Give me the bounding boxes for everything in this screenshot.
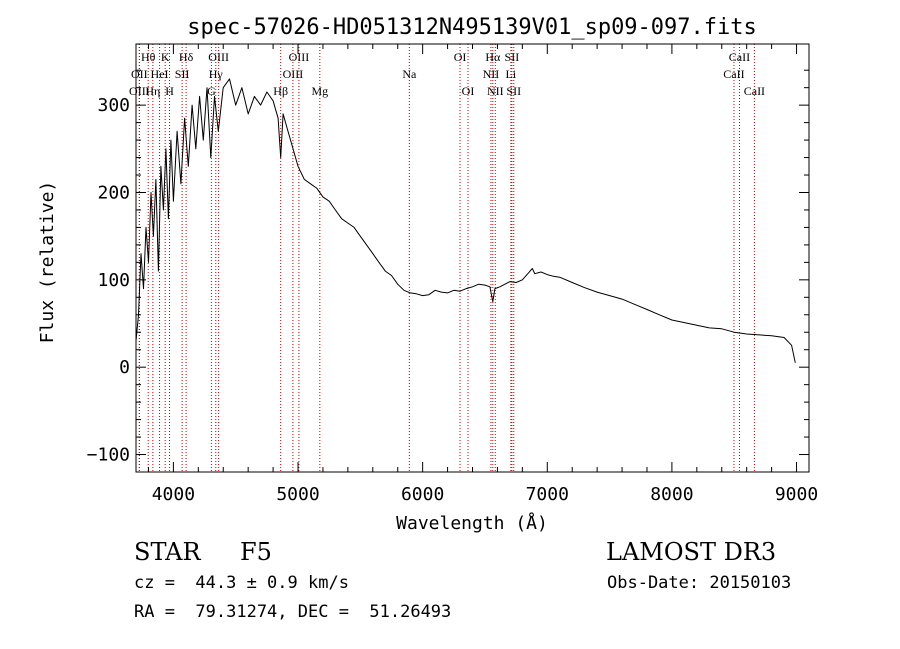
line-marker-label-18: OI — [462, 84, 475, 98]
line-marker-label-2: OIII — [129, 84, 150, 98]
line-marker-label-19: Hα — [485, 50, 501, 64]
survey-name: LAMOST DR3 — [606, 538, 777, 566]
y-ticks: −100 0 100 200 300 — [87, 69, 809, 466]
line-marker-label-13: OIII — [283, 67, 304, 81]
x-tick-label-5000: 5000 — [276, 484, 319, 505]
x-tick-label-8000: 8000 — [650, 484, 693, 505]
line-marker-label-24: SII — [506, 84, 521, 98]
line-marker-label-23: Li — [506, 67, 517, 81]
x-tick-label-6000: 6000 — [401, 484, 444, 505]
object-class: STAR — [134, 538, 201, 566]
line-marker-label-20: NII — [483, 67, 500, 81]
chart-title: spec-57026-HD051312N495139V01_sp09-097.f… — [187, 15, 757, 40]
object-subclass: F5 — [240, 538, 272, 566]
line-marker-label-1: OII — [131, 67, 148, 81]
line-marker-label-21: NII — [487, 84, 504, 98]
line-marker-label-15: Mg — [311, 84, 328, 98]
observation-date: Obs-Date: 20150103 — [607, 573, 792, 593]
line-marker-label-9: OIII — [208, 50, 229, 64]
line-marker-label-17: OI — [454, 50, 467, 64]
line-marker-label-25: CaII — [729, 50, 750, 64]
line-marker-label-7: SII — [175, 67, 190, 81]
coordinates: RA = 79.31274, DEC = 51.26493 — [134, 602, 452, 622]
x-tick-label-9000: 9000 — [775, 484, 818, 505]
y-tick-label-300: 300 — [97, 95, 130, 116]
y-tick-label-200: 200 — [97, 182, 130, 203]
line-marker-label-0: Hθ — [141, 50, 156, 64]
line-marker-label-6: H — [165, 84, 174, 98]
line-marker-label-27: CaII — [744, 84, 765, 98]
line-marker-label-16: Na — [402, 67, 417, 81]
y-axis-label: Flux (relative) — [37, 181, 58, 344]
line-marker-label-12: OIII — [289, 50, 310, 64]
line-marker-label-11: G — [207, 84, 216, 98]
redshift-value: cz = 44.3 ± 0.9 km/s — [134, 573, 349, 593]
series-layer — [135, 78, 796, 363]
line-marker-label-8: Hδ — [179, 50, 194, 64]
line-marker-label-10: Hγ — [209, 67, 224, 81]
line-markers — [138, 44, 755, 472]
plot-frame — [135, 43, 810, 473]
line-marker-label-26: CaII — [723, 67, 744, 81]
x-ticks: 4000 5000 6000 7000 8000 9000 — [147, 44, 818, 505]
line-marker-label-3: Hη — [145, 84, 160, 98]
x-tick-label-7000: 7000 — [526, 484, 569, 505]
y-tick-label-100: 100 — [97, 270, 130, 291]
line-marker-label-4: K — [161, 50, 170, 64]
line-marker-label-14: Hβ — [273, 84, 288, 98]
y-tick-label-0: 0 — [119, 357, 130, 378]
line-marker-label-5: HeI — [151, 67, 169, 81]
series-line-flux — [135, 78, 796, 363]
y-tick-label--100: −100 — [87, 445, 130, 466]
line-marker-label-22: SII — [505, 50, 520, 64]
x-tick-label-4000: 4000 — [152, 484, 195, 505]
x-axis-label: Wavelength (Å) — [396, 512, 548, 534]
